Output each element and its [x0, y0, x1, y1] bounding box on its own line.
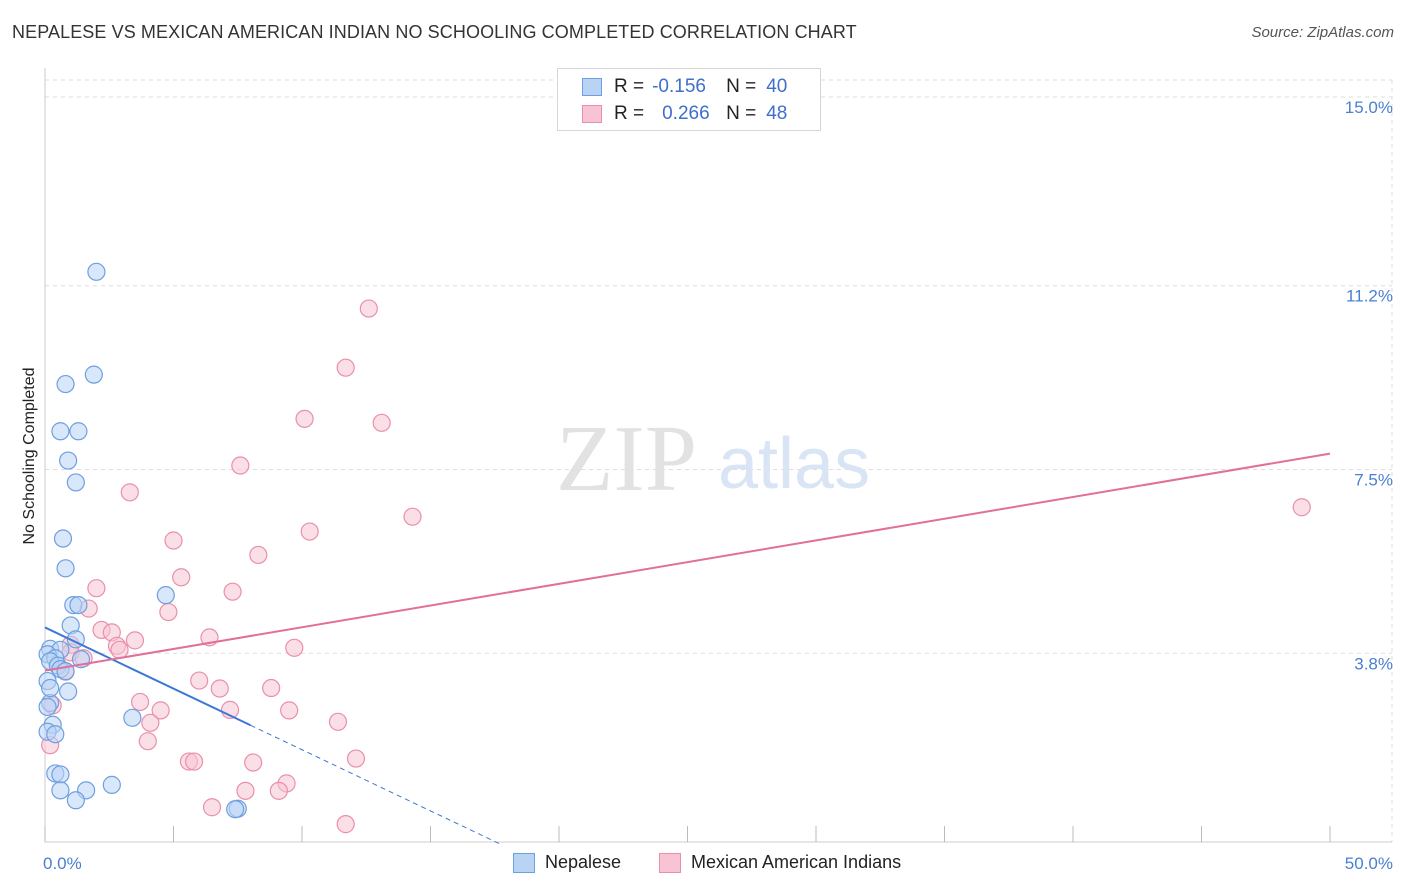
nepalese-point-1: [84, 365, 103, 384]
nepalese-point-33: [102, 775, 121, 794]
legend-r-value-nepalese: -0.156: [652, 76, 706, 97]
nepalese-point-6: [66, 473, 85, 492]
mexican-point-32: [151, 701, 170, 720]
nepalese-point-30: [46, 725, 65, 744]
legend-swatch-nepalese: [513, 852, 535, 873]
watermark-zip: ZIP: [556, 407, 697, 511]
mexican-point-23: [285, 638, 304, 657]
watermark-atlas: atlas: [718, 424, 870, 504]
mexican-point-9: [164, 531, 183, 550]
mexican-point-39: [346, 749, 366, 768]
mexican-point-36: [328, 712, 348, 731]
watermark: ZIP atlas: [556, 407, 870, 511]
x-tick-labels: 0.0% 50.0%: [43, 854, 1393, 873]
mexican-point-22: [110, 640, 129, 659]
nepalese-point-0: [87, 262, 106, 281]
legend-swatch-mexican: [582, 105, 602, 123]
mexican-point-29: [210, 679, 229, 698]
correlation-legend: R = -0.156 N = 40 R = 0.266 N = 48: [557, 68, 821, 131]
nepalese-point-24: [59, 682, 78, 701]
nepalese-point-4: [69, 422, 88, 441]
nepalese-point-35: [51, 781, 70, 800]
mexican-point-19: [125, 631, 145, 650]
legend-row-mexican: R = 0.266 N = 48: [582, 102, 787, 126]
y-tick-label-1: 7.5%: [1354, 471, 1393, 490]
mexican-point-27: [190, 671, 209, 690]
legend-n-value-mexican: 48: [766, 103, 788, 124]
series-mexican-american-indians: [41, 299, 1311, 834]
mexican-trend-line: [44, 452, 1331, 672]
legend-swatch-mexican: [659, 852, 681, 873]
mexican-point-8: [300, 522, 319, 541]
legend-r-label: R =: [614, 76, 645, 97]
mexican-point-7: [403, 507, 422, 526]
mexican-point-5: [120, 483, 139, 502]
legend-row-nepalese: R = -0.156 N = 40: [582, 75, 787, 99]
mexican-point-37: [138, 732, 157, 751]
nepalese-point-11: [69, 595, 88, 615]
nepalese-point-27: [123, 708, 142, 727]
mexican-point-12: [87, 579, 106, 598]
legend-n-label: N =: [726, 103, 757, 124]
mexican-point-1: [336, 358, 355, 377]
nepalese-point-36: [66, 791, 85, 810]
legend-item-nepalese: Nepalese: [513, 852, 621, 873]
nepalese-point-26: [38, 697, 57, 717]
series-legend: Nepalese Mexican American Indians: [0, 852, 1406, 876]
nepalese-trend-extension: [250, 724, 501, 845]
mexican-point-11: [172, 568, 191, 587]
mexican-point-13: [223, 582, 242, 601]
mexican-point-6: [1292, 498, 1311, 517]
nepalese-point-2: [56, 374, 75, 394]
mexican-point-35: [141, 713, 160, 732]
mexican-point-46: [202, 798, 222, 817]
legend-r-value-mexican: 0.266: [662, 103, 710, 124]
nepalese-point-38: [226, 800, 245, 819]
y-tick-label-3: 15.0%: [1345, 98, 1393, 117]
mexican-point-47: [336, 815, 355, 834]
y-axis-label: No Schooling Completed: [21, 368, 38, 545]
gridlines: [45, 79, 1393, 842]
mexican-point-41: [184, 752, 204, 771]
nepalese-trend-line: [44, 626, 252, 727]
mexican-point-28: [262, 678, 281, 698]
mexican-point-45: [236, 781, 255, 800]
mexican-point-4: [231, 456, 250, 475]
mexican-point-10: [249, 545, 268, 565]
nepalese-point-9: [156, 586, 175, 605]
chart-title: NEPALESE VS MEXICAN AMERICAN INDIAN NO S…: [12, 22, 857, 42]
series-nepalese: [38, 262, 247, 819]
mexican-point-2: [295, 409, 314, 428]
mexican-point-30: [130, 692, 150, 712]
nepalese-point-39: [41, 678, 60, 698]
nepalese-point-7: [53, 529, 73, 548]
x-tick-label-1: 50.0%: [1345, 854, 1393, 873]
y-tick-label-2: 11.2%: [1346, 287, 1393, 306]
nepalese-point-3: [51, 422, 70, 441]
y-tick-label-0: 3.8%: [1354, 654, 1393, 673]
mexican-point-34: [280, 701, 299, 720]
y-tick-labels: 3.8% 7.5% 11.2% 15.0%: [1345, 98, 1393, 673]
legend-label-nepalese: Nepalese: [545, 852, 622, 872]
nepalese-point-5: [59, 451, 78, 470]
mexican-point-44: [269, 781, 288, 800]
nepalese-point-8: [56, 559, 75, 578]
legend-label-mexican: Mexican American Indians: [691, 852, 902, 872]
mexican-point-42: [244, 753, 263, 772]
mexican-point-0: [359, 299, 378, 318]
legend-r-label: R =: [614, 103, 645, 124]
trend-lines: [44, 452, 1331, 845]
mexican-point-3: [372, 413, 391, 432]
source-label: Source: ZipAtlas.com: [1251, 24, 1394, 41]
legend-swatch-nepalese: [582, 78, 602, 96]
mexican-point-15: [159, 602, 178, 622]
x-tick-label-0: 0.0%: [43, 854, 82, 873]
nepalese-point-32: [51, 765, 70, 784]
legend-n-value-nepalese: 40: [766, 76, 788, 97]
legend-n-label: N =: [726, 76, 757, 97]
legend-item-mexican: Mexican American Indians: [659, 852, 901, 873]
